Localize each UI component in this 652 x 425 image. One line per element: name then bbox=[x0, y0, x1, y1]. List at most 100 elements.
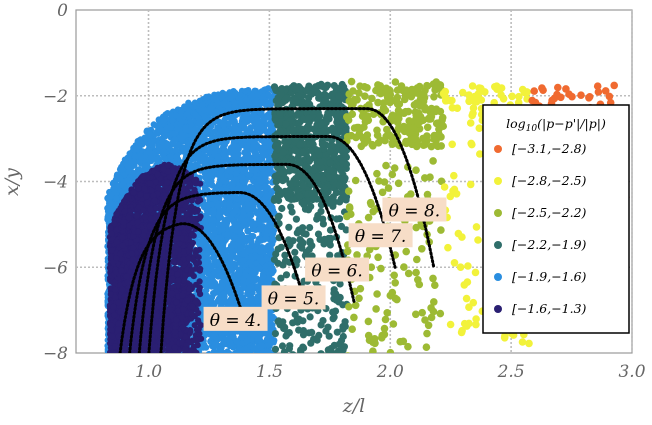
data-point bbox=[245, 351, 252, 353]
data-point bbox=[231, 103, 238, 110]
data-point bbox=[252, 353, 258, 359]
data-point bbox=[182, 124, 189, 132]
data-point bbox=[209, 254, 217, 261]
data-point bbox=[217, 245, 225, 252]
data-point bbox=[183, 110, 191, 118]
data-point bbox=[132, 354, 138, 360]
data-point bbox=[256, 211, 263, 219]
data-point bbox=[147, 352, 151, 353]
data-point bbox=[192, 111, 199, 119]
data-point bbox=[238, 334, 245, 341]
data-point bbox=[236, 156, 243, 163]
data-point bbox=[157, 126, 164, 134]
data-point bbox=[191, 125, 199, 133]
data-point bbox=[265, 91, 272, 98]
data-point bbox=[178, 134, 185, 141]
data-point bbox=[249, 92, 256, 100]
data-point bbox=[238, 352, 241, 353]
data-point bbox=[235, 145, 242, 152]
data-point bbox=[230, 142, 237, 149]
data-point bbox=[215, 295, 223, 302]
data-point bbox=[243, 144, 250, 152]
data-point bbox=[214, 234, 222, 242]
data-point bbox=[256, 264, 263, 272]
data-point bbox=[253, 353, 259, 359]
data-point bbox=[251, 149, 258, 156]
data-point bbox=[230, 210, 237, 217]
data-point bbox=[245, 247, 252, 254]
data-point bbox=[240, 251, 247, 258]
data-point bbox=[238, 353, 244, 359]
data-point bbox=[113, 195, 120, 202]
data-point bbox=[181, 104, 188, 112]
data-point bbox=[209, 182, 216, 189]
data-point bbox=[195, 119, 202, 126]
data-point bbox=[215, 193, 223, 201]
data-point bbox=[146, 353, 152, 359]
data-point bbox=[254, 120, 262, 127]
data-point bbox=[246, 259, 253, 266]
data-point bbox=[173, 153, 180, 161]
data-point bbox=[230, 351, 236, 353]
data-point bbox=[247, 283, 255, 290]
data-point bbox=[219, 221, 226, 228]
data-point bbox=[247, 297, 255, 304]
data-point bbox=[262, 174, 269, 181]
data-point bbox=[237, 195, 244, 202]
data-point bbox=[208, 194, 215, 202]
data-point bbox=[227, 253, 234, 260]
data-point bbox=[187, 118, 194, 125]
data-point bbox=[143, 162, 151, 169]
data-point bbox=[240, 353, 246, 359]
data-point bbox=[209, 217, 217, 224]
data-point bbox=[109, 352, 113, 353]
data-point bbox=[262, 139, 269, 146]
data-point bbox=[230, 334, 237, 341]
data-point bbox=[217, 272, 224, 280]
data-point bbox=[156, 353, 162, 359]
data-point bbox=[208, 262, 215, 270]
data-point bbox=[176, 353, 182, 359]
data-point bbox=[244, 205, 251, 213]
data-point bbox=[238, 174, 246, 181]
data-point bbox=[221, 293, 228, 300]
data-point bbox=[254, 335, 261, 343]
data-point bbox=[170, 130, 177, 137]
data-point bbox=[244, 290, 251, 297]
data-point bbox=[157, 354, 163, 360]
data-point bbox=[259, 165, 266, 172]
data-point bbox=[175, 141, 183, 149]
data-point bbox=[167, 153, 174, 160]
data-point bbox=[255, 287, 263, 295]
data-point bbox=[125, 168, 132, 175]
data-point bbox=[237, 214, 245, 222]
data-point bbox=[244, 116, 252, 124]
data-point bbox=[246, 353, 252, 359]
data-point bbox=[200, 352, 203, 353]
data-point bbox=[108, 354, 114, 360]
data-point bbox=[261, 151, 269, 159]
data-point bbox=[204, 129, 211, 136]
data-point bbox=[254, 114, 261, 122]
data-point bbox=[192, 353, 198, 359]
data-point bbox=[258, 342, 266, 349]
data-point bbox=[210, 95, 217, 103]
data-point bbox=[239, 257, 247, 264]
data-point bbox=[199, 135, 206, 142]
data-point bbox=[264, 348, 271, 353]
data-point bbox=[260, 117, 268, 124]
data-point bbox=[203, 94, 210, 101]
data-point bbox=[268, 228, 275, 235]
data-point bbox=[220, 100, 227, 108]
data-point bbox=[243, 337, 251, 344]
data-point bbox=[259, 353, 265, 359]
data-point bbox=[232, 170, 240, 177]
data-point bbox=[247, 211, 254, 218]
data-point bbox=[213, 352, 215, 353]
data-point bbox=[224, 231, 231, 238]
data-point bbox=[199, 101, 206, 108]
data-point bbox=[239, 223, 246, 230]
data-point bbox=[127, 352, 129, 353]
data-point bbox=[251, 221, 258, 229]
